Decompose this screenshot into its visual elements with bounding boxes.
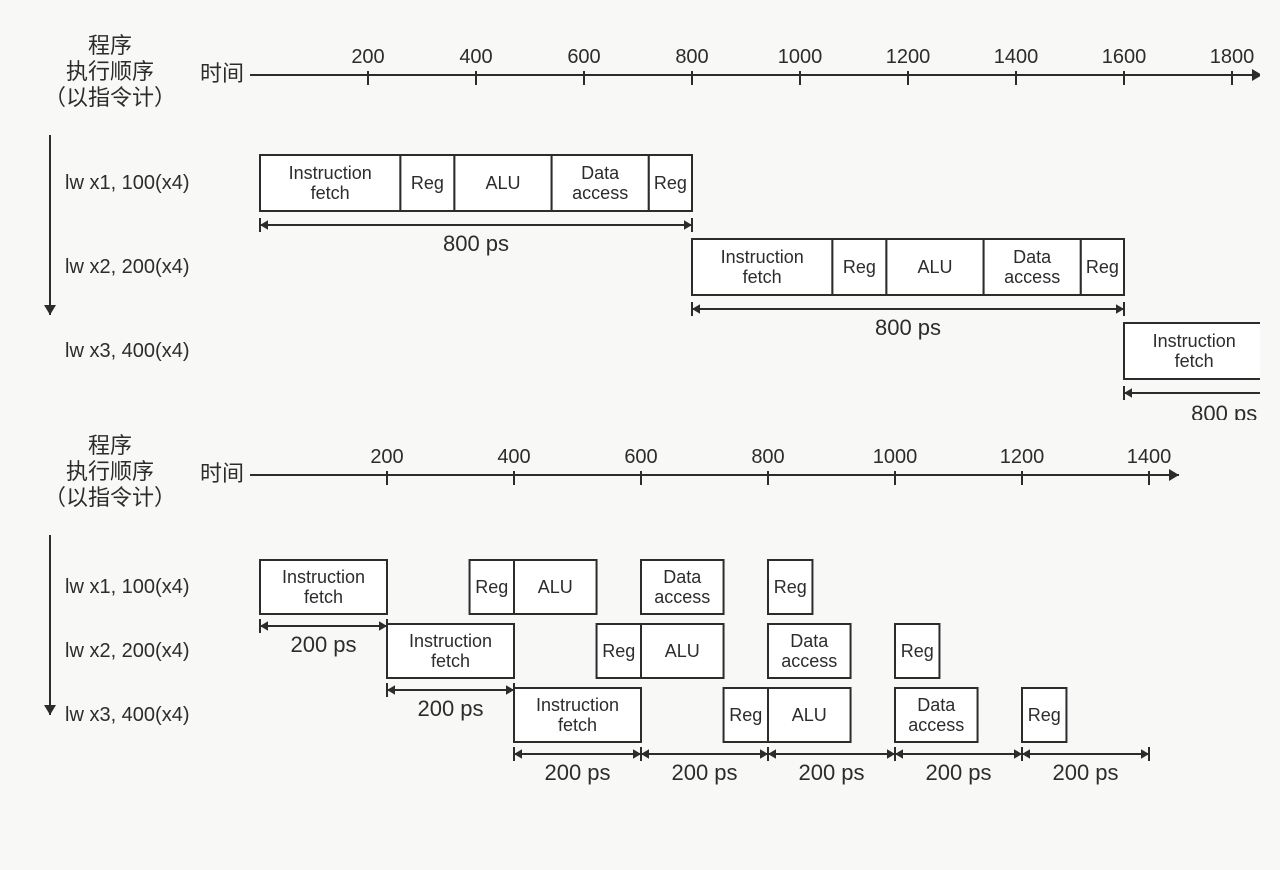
svg-text:Data: Data xyxy=(581,163,620,183)
svg-text:Instruction: Instruction xyxy=(536,695,619,715)
svg-text:Reg: Reg xyxy=(729,705,762,725)
svg-text:执行顺序: 执行顺序 xyxy=(66,59,154,84)
pipelined-execution-diagram: 程序执行顺序（以指令计） 时间 200 400 600 800 1000 1200 1400 lw… xyxy=(20,420,1260,850)
svg-text:1200: 1200 xyxy=(886,46,931,68)
svg-text:Reg: Reg xyxy=(1028,705,1061,725)
svg-text:600: 600 xyxy=(567,46,600,68)
svg-text:Reg: Reg xyxy=(654,173,687,193)
svg-text:200 ps: 200 ps xyxy=(290,632,356,657)
svg-text:800: 800 xyxy=(751,446,784,468)
svg-text:fetch: fetch xyxy=(311,183,350,203)
svg-text:200 ps: 200 ps xyxy=(925,760,991,785)
svg-text:时间: 时间 xyxy=(200,461,244,486)
svg-text:Reg: Reg xyxy=(901,641,934,661)
svg-text:Reg: Reg xyxy=(602,641,635,661)
instruction-label: lw x1, 100(x4) xyxy=(65,172,190,194)
svg-text:800 ps: 800 ps xyxy=(1191,401,1257,420)
svg-text:Instruction: Instruction xyxy=(1153,331,1236,351)
svg-text:ALU: ALU xyxy=(485,173,520,193)
svg-text:时间: 时间 xyxy=(200,61,244,86)
svg-text:access: access xyxy=(654,587,710,607)
svg-text:Instruction: Instruction xyxy=(282,567,365,587)
svg-text:400: 400 xyxy=(459,46,492,68)
instruction-label: lw x1, 100(x4) xyxy=(65,576,190,598)
svg-text:800 ps: 800 ps xyxy=(875,315,941,340)
svg-text:1000: 1000 xyxy=(873,446,918,468)
svg-text:Reg: Reg xyxy=(411,173,444,193)
svg-text:access: access xyxy=(1004,267,1060,287)
svg-text:fetch: fetch xyxy=(304,587,343,607)
svg-text:1400: 1400 xyxy=(1127,446,1172,468)
svg-text:fetch: fetch xyxy=(1175,351,1214,371)
svg-text:800: 800 xyxy=(675,46,708,68)
svg-text:fetch: fetch xyxy=(558,715,597,735)
svg-text:200 ps: 200 ps xyxy=(798,760,864,785)
instruction-label: lw x2, 200(x4) xyxy=(65,256,190,278)
svg-text:ALU: ALU xyxy=(792,705,827,725)
svg-text:Instruction: Instruction xyxy=(721,247,804,267)
svg-text:（以指令计）: （以指令计） xyxy=(44,485,176,510)
svg-text:1600: 1600 xyxy=(1102,46,1147,68)
svg-text:ALU: ALU xyxy=(917,257,952,277)
svg-text:200 ps: 200 ps xyxy=(544,760,610,785)
svg-text:access: access xyxy=(572,183,628,203)
instruction-label: lw x2, 200(x4) xyxy=(65,640,190,662)
svg-text:ALU: ALU xyxy=(665,641,700,661)
svg-text:Data: Data xyxy=(1013,247,1052,267)
svg-text:200 ps: 200 ps xyxy=(417,696,483,721)
svg-text:1400: 1400 xyxy=(994,46,1039,68)
svg-text:1000: 1000 xyxy=(778,46,823,68)
svg-text:Data: Data xyxy=(917,695,956,715)
svg-text:800 ps: 800 ps xyxy=(443,231,509,256)
svg-text:程序: 程序 xyxy=(88,433,132,458)
svg-text:600: 600 xyxy=(624,446,657,468)
svg-text:1200: 1200 xyxy=(1000,446,1045,468)
svg-text:Reg: Reg xyxy=(774,577,807,597)
svg-text:执行顺序: 执行顺序 xyxy=(66,459,154,484)
svg-text:1800: 1800 xyxy=(1210,46,1255,68)
svg-text:ALU: ALU xyxy=(538,577,573,597)
svg-text:fetch: fetch xyxy=(743,267,782,287)
pipeline-diagram: 程序执行顺序（以指令计）时间20040060080010001200140016… xyxy=(20,20,1260,850)
svg-text:Instruction: Instruction xyxy=(289,163,372,183)
svg-text:程序: 程序 xyxy=(88,33,132,58)
svg-text:Reg: Reg xyxy=(843,257,876,277)
svg-text:Instruction: Instruction xyxy=(409,631,492,651)
svg-text:Data: Data xyxy=(663,567,702,587)
svg-text:200: 200 xyxy=(351,46,384,68)
instruction-label: lw x3, 400(x4) xyxy=(65,340,190,362)
svg-text:access: access xyxy=(781,651,837,671)
sequential-execution-diagram: 程序执行顺序（以指令计） 时间 200 400 600 800 1000 1200 1400 16… xyxy=(20,20,1260,420)
svg-text:fetch: fetch xyxy=(431,651,470,671)
svg-text:200 ps: 200 ps xyxy=(671,760,737,785)
svg-text:Data: Data xyxy=(790,631,829,651)
svg-text:400: 400 xyxy=(497,446,530,468)
svg-text:access: access xyxy=(908,715,964,735)
svg-text:200: 200 xyxy=(370,446,403,468)
svg-text:Reg: Reg xyxy=(475,577,508,597)
instruction-label: lw x3, 400(x4) xyxy=(65,704,190,726)
svg-text:200 ps: 200 ps xyxy=(1052,760,1118,785)
svg-text:（以指令计）: （以指令计） xyxy=(44,85,176,110)
svg-text:Reg: Reg xyxy=(1086,257,1119,277)
